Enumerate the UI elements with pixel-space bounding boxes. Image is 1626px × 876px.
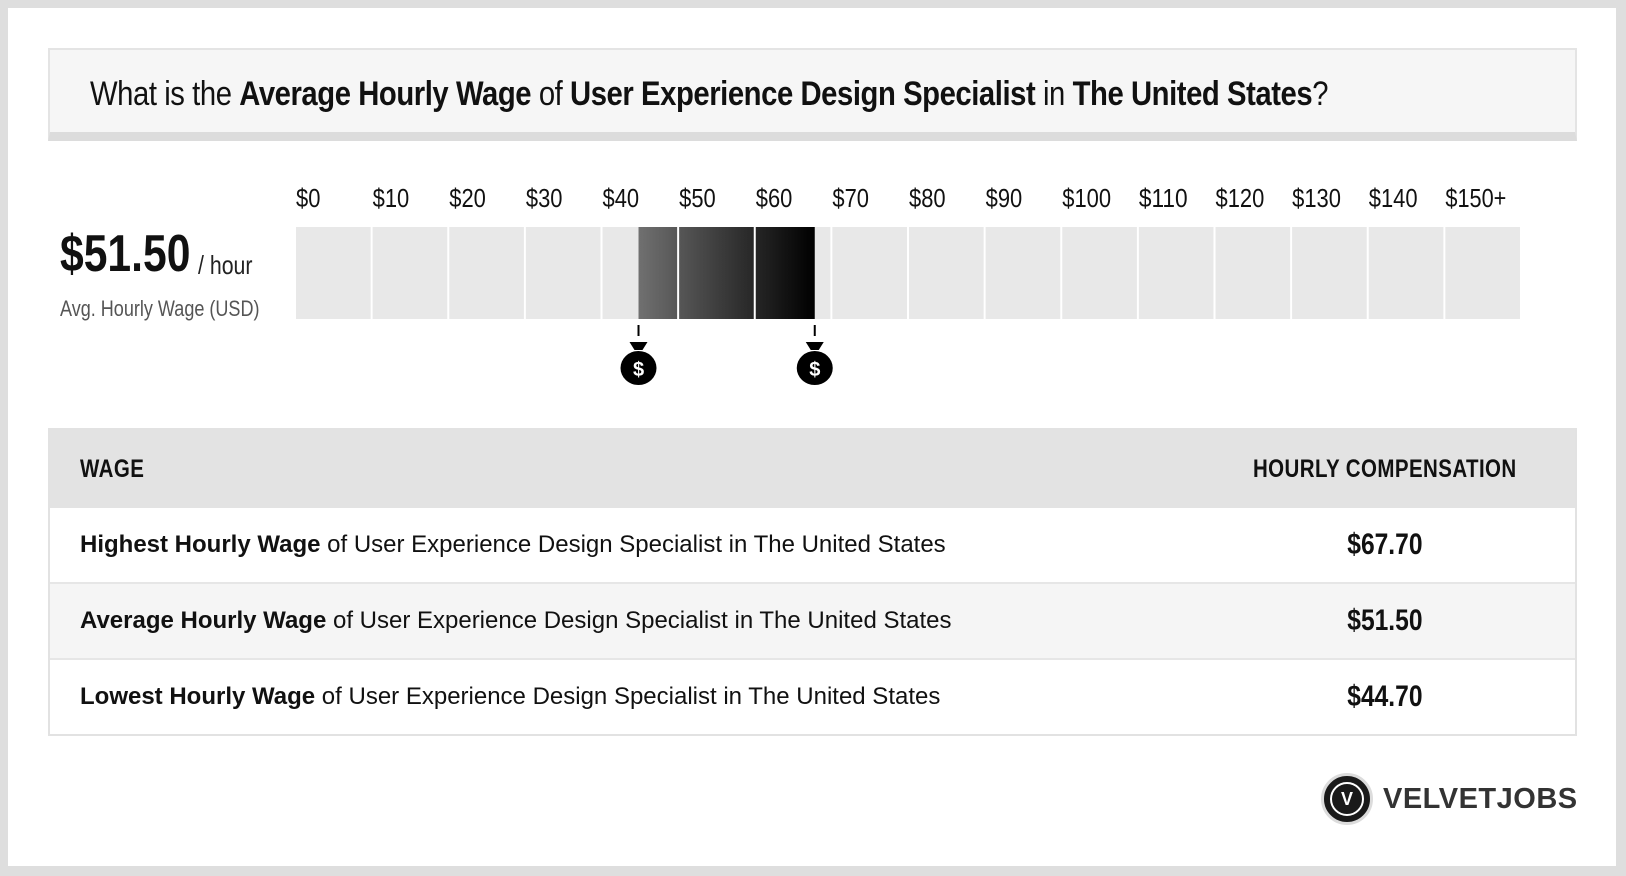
row-value: $67.70 (1195, 528, 1575, 562)
svg-text:$: $ (809, 359, 820, 381)
table-header-compensation-label: HOURLY COMPENSATION (1253, 454, 1517, 483)
x-tick-label: $60 (756, 183, 793, 213)
table-header-wage: WAGE (50, 455, 1195, 484)
x-tick-label: $140 (1369, 183, 1418, 213)
x-tick-label: $30 (526, 183, 563, 213)
x-tick-label: $70 (832, 183, 869, 213)
money-bag-icon: $ (796, 325, 833, 385)
bar-separator (677, 227, 680, 319)
row-value-text: $44.70 (1347, 680, 1423, 713)
x-tick-label: $110 (1139, 183, 1188, 213)
bar-cell (985, 227, 1061, 319)
average-wage-number: $51.50 (60, 225, 191, 283)
bar-cell (909, 227, 984, 319)
bar-separator (753, 227, 756, 319)
row-label: Average Hourly Wage of User Experience D… (50, 607, 1195, 635)
average-wage-unit: / hour (198, 250, 253, 280)
x-tick-label: $0 (296, 183, 320, 213)
wage-table: WAGE HOURLY COMPENSATION Highest Hourly … (48, 428, 1577, 736)
x-tick-label: $90 (986, 183, 1023, 213)
x-tick-label: $100 (1062, 183, 1111, 213)
row-label-bold: Lowest Hourly Wage (80, 683, 316, 710)
wage-range-bar (638, 227, 815, 319)
svg-text:$: $ (633, 359, 644, 381)
row-label-rest: of User Experience Design Specialist in … (326, 607, 952, 634)
table-row-average: Average Hourly Wage of User Experience D… (50, 582, 1575, 658)
row-value-text: $51.50 (1347, 604, 1423, 637)
bar-cell (372, 227, 448, 319)
bar-cell (832, 227, 907, 319)
title-prefix: What is the (90, 75, 240, 113)
title-location: The United States (1072, 75, 1313, 113)
page-title: What is the Average Hourly Wage of User … (48, 48, 1577, 141)
bar-cell (525, 227, 601, 319)
velvetjobs-logo[interactable]: V VELVETJOBS (1321, 773, 1578, 825)
x-tick-label: $40 (603, 183, 640, 213)
row-label: Lowest Hourly Wage of User Experience De… (50, 683, 1195, 711)
x-tick-label: $150+ (1445, 183, 1506, 213)
title-of: of (531, 75, 571, 113)
wage-range-chart: $0 $10 $20 $30 $40 $50 $60 $70 $80 $90 $100 $110 $12… (296, 183, 1520, 385)
logo-badge-icon: V (1321, 773, 1373, 825)
bar-cell (296, 227, 371, 319)
table-header: WAGE HOURLY COMPENSATION (50, 430, 1575, 508)
bar-cell (1292, 227, 1367, 319)
x-tick-label: $120 (1216, 183, 1265, 213)
bar-cell (1138, 227, 1214, 319)
row-label-bold: Average Hourly Wage (80, 607, 327, 634)
row-label: Highest Hourly Wage of User Experience D… (50, 531, 1195, 559)
row-label-bold: Highest Hourly Wage (80, 531, 321, 558)
bar-cell (1062, 227, 1137, 319)
x-tick-label: $80 (909, 183, 946, 213)
x-tick-label: $50 (679, 183, 716, 213)
row-value: $44.70 (1195, 680, 1575, 714)
title-suffix: ? (1312, 75, 1329, 113)
average-wage-value: $51.50 (60, 228, 219, 280)
bar-cell (1368, 227, 1444, 319)
row-label-rest: of User Experience Design Specialist in … (315, 683, 941, 710)
bar-cell (1215, 227, 1291, 319)
row-value: $51.50 (1195, 604, 1575, 638)
money-bag-icon: $ (620, 325, 657, 385)
title-metric: Average Hourly Wage (239, 75, 532, 113)
bar-cell (449, 227, 524, 319)
x-tick-label: $130 (1292, 183, 1341, 213)
table-row-lowest: Lowest Hourly Wage of User Experience De… (50, 658, 1575, 734)
logo-letter: V (1340, 788, 1353, 809)
table-header-compensation: HOURLY COMPENSATION (1195, 455, 1575, 484)
logo-wordmark: VELVETJOBS (1383, 782, 1578, 815)
x-tick-label: $20 (449, 183, 486, 213)
average-wage-caption: Avg. Hourly Wage (USD) (60, 296, 260, 321)
table-row-highest: Highest Hourly Wage of User Experience D… (50, 508, 1575, 582)
title-job: User Experience Design Specialist (570, 75, 1036, 113)
table-header-wage-label: WAGE (80, 454, 145, 483)
x-tick-label: $10 (373, 183, 410, 213)
row-value-text: $67.70 (1347, 528, 1423, 561)
title-in: in (1035, 75, 1073, 113)
bar-cell (1445, 227, 1520, 319)
row-label-rest: of User Experience Design Specialist in … (320, 531, 946, 558)
